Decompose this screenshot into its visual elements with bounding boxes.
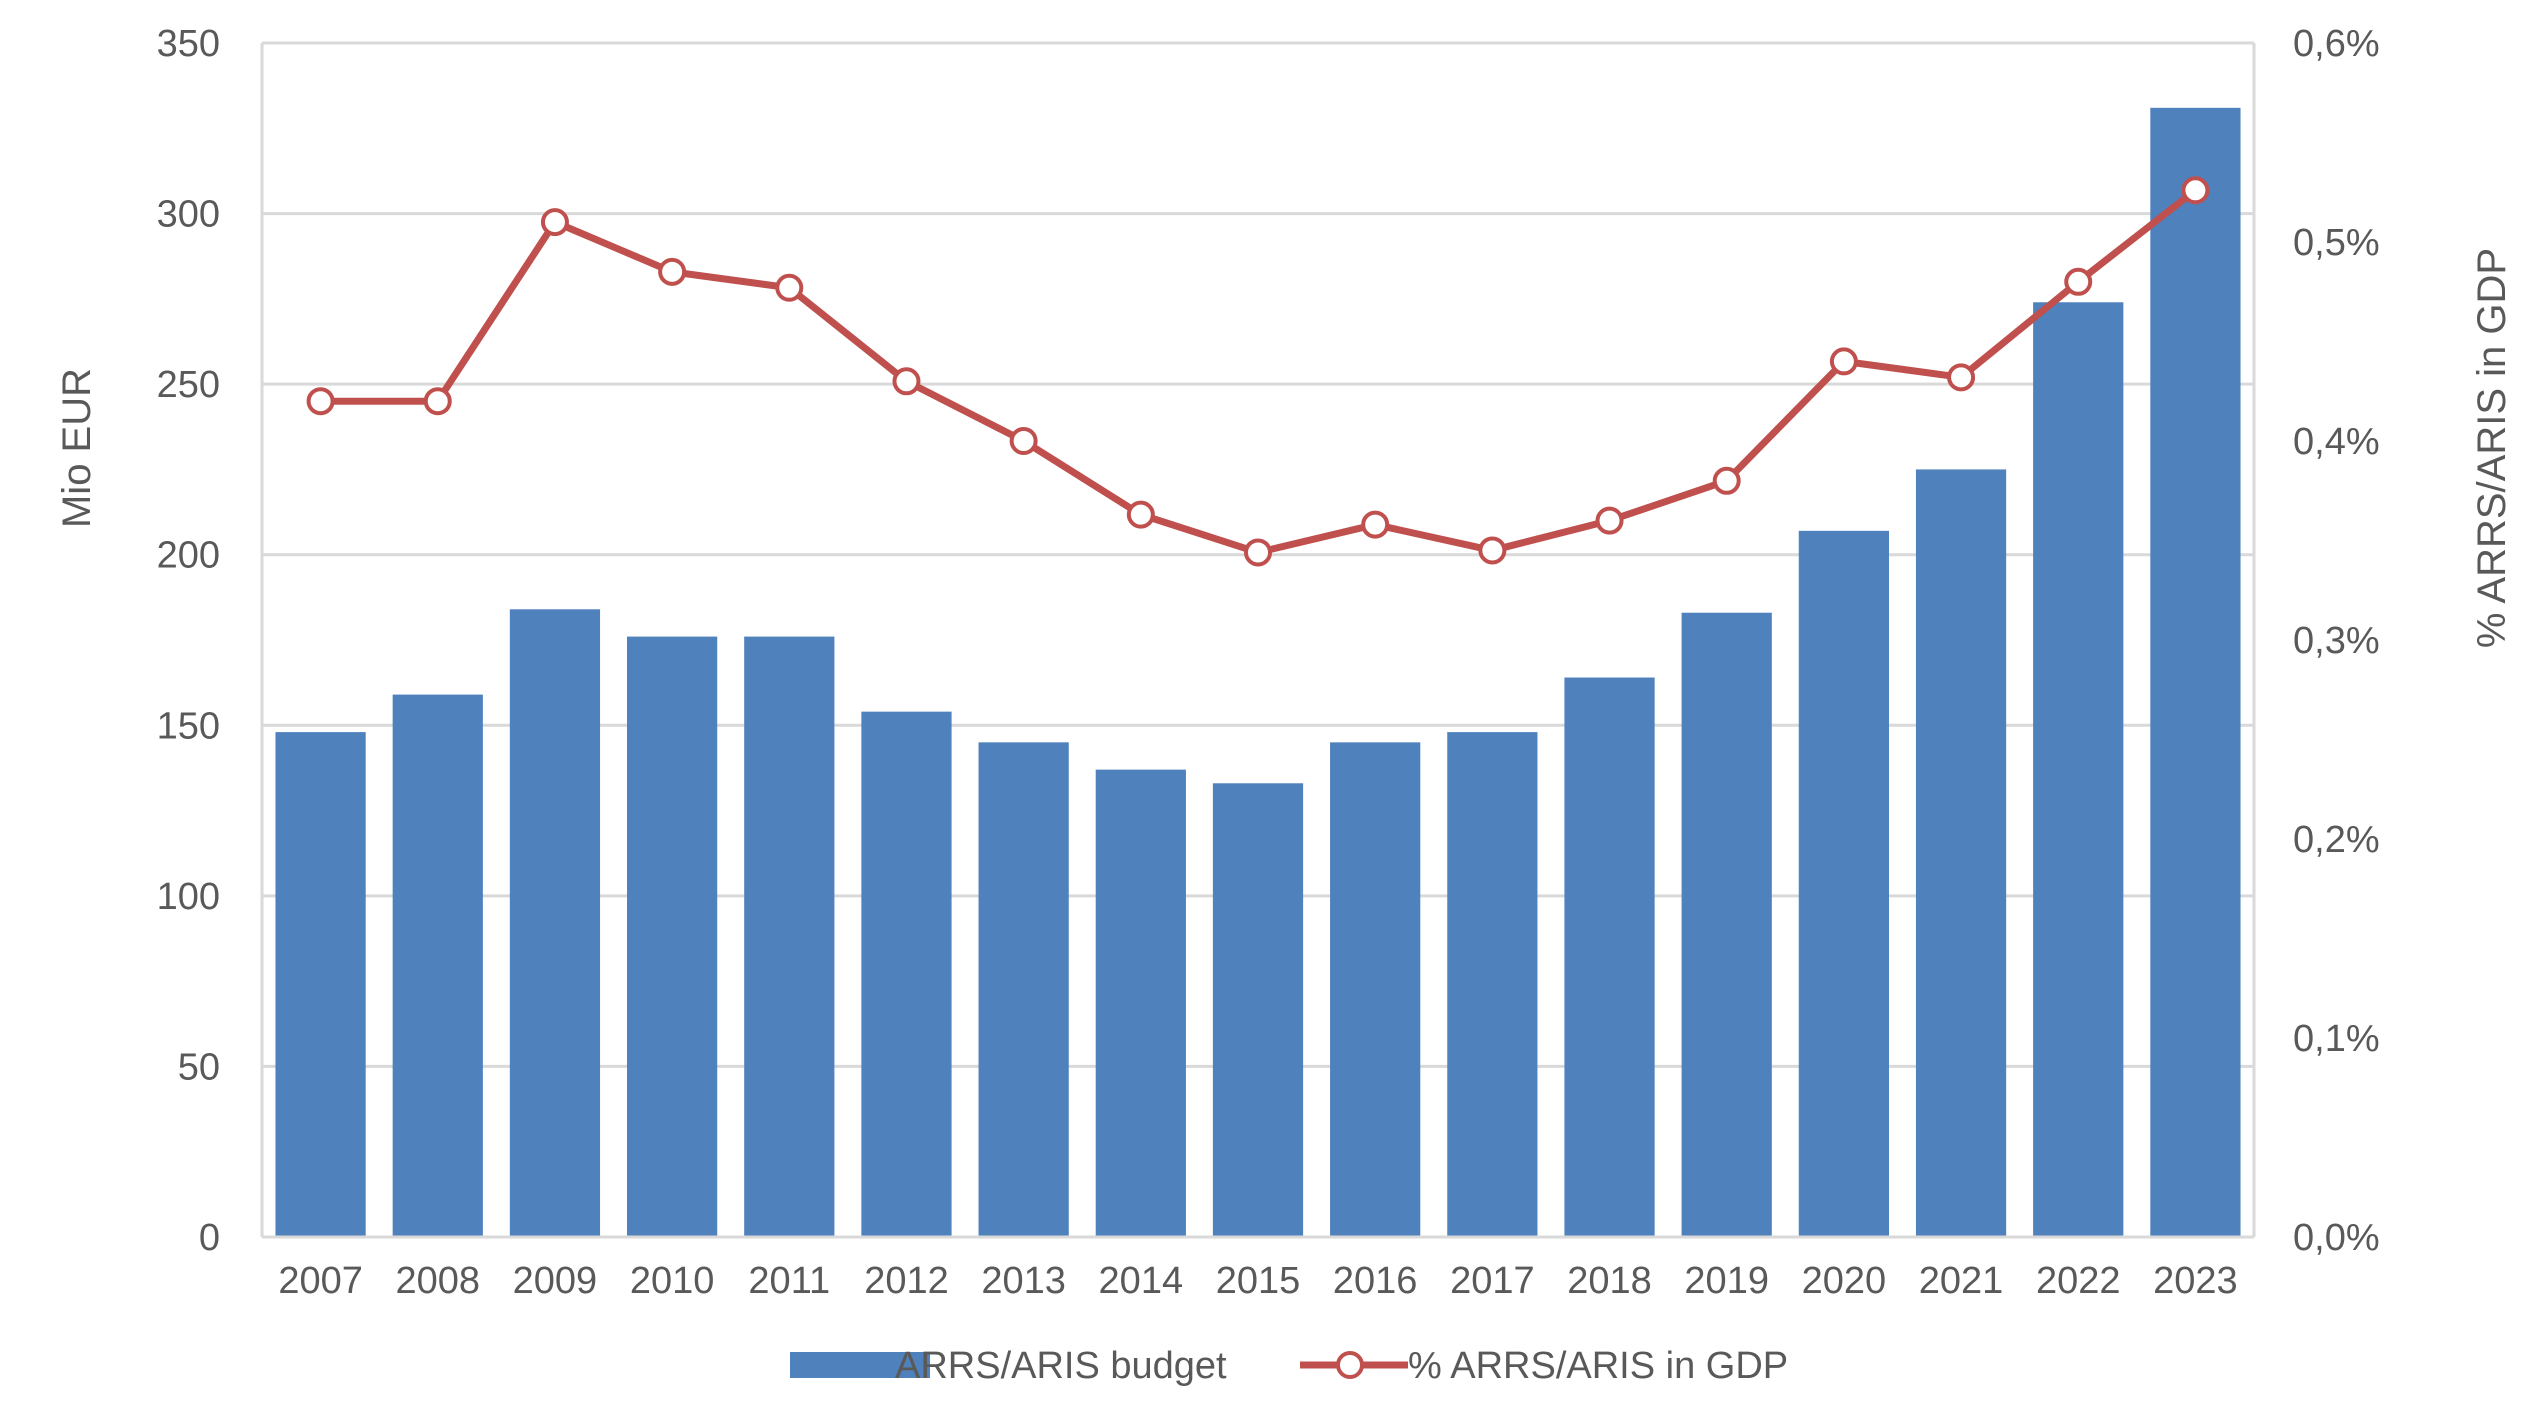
line-point xyxy=(658,257,687,286)
bar xyxy=(1095,769,1186,1237)
right-tick-label: 0,0% xyxy=(2293,1217,2380,1259)
bar xyxy=(1798,530,1889,1237)
legend-label-line: % ARRS/ARIS in GDP xyxy=(1408,1345,1788,1387)
left-tick-label: 200 xyxy=(157,535,220,577)
x-tick-label: 2014 xyxy=(1099,1260,1184,1302)
line-point xyxy=(1009,427,1038,455)
line-path xyxy=(320,187,2198,556)
line-point xyxy=(775,273,804,302)
right-tick-label: 0,1% xyxy=(2293,1018,2380,1060)
x-tick-label: 2021 xyxy=(1919,1260,2004,1302)
line-point xyxy=(1244,538,1272,567)
x-tick-label: 2020 xyxy=(1802,1260,1887,1302)
left-tick-label: 0 xyxy=(199,1217,220,1259)
left-tick-label: 300 xyxy=(157,194,220,236)
bar xyxy=(509,609,601,1237)
legend-swatch-marker xyxy=(1336,1351,1364,1379)
bar xyxy=(2033,302,2124,1238)
x-tick-label: 2013 xyxy=(981,1260,1066,1302)
x-tick-label: 2015 xyxy=(1216,1260,1301,1302)
bar xyxy=(744,636,835,1237)
x-tick-label: 2012 xyxy=(864,1260,949,1302)
line-point xyxy=(423,387,452,416)
x-tick-label: 2010 xyxy=(630,1260,715,1302)
x-tick-label: 2007 xyxy=(278,1260,363,1302)
left-axis-ticks: 0 50 100 150 200 250 300 350 xyxy=(157,23,220,1259)
bar xyxy=(1330,742,1421,1237)
bar xyxy=(392,694,483,1237)
left-tick-label: 250 xyxy=(157,364,220,406)
bar xyxy=(1212,783,1304,1237)
right-tick-label: 0,6% xyxy=(2293,23,2380,65)
line-point xyxy=(1361,510,1390,539)
bar xyxy=(627,636,718,1237)
left-tick-label: 50 xyxy=(178,1046,220,1088)
line-point xyxy=(1947,363,1976,392)
left-axis-title: Mio EUR xyxy=(55,368,99,528)
x-tick-label: 2022 xyxy=(2036,1260,2121,1302)
left-tick-label: 150 xyxy=(157,705,220,747)
line-point xyxy=(1712,466,1741,495)
bar xyxy=(1447,732,1538,1237)
line-point xyxy=(1595,506,1624,535)
line-point xyxy=(892,367,921,396)
line-point xyxy=(1829,347,1858,376)
left-tick-label: 100 xyxy=(157,876,220,918)
line-point xyxy=(1126,500,1155,529)
x-tick-label: 2023 xyxy=(2153,1260,2238,1302)
bar xyxy=(1915,469,2007,1237)
bar xyxy=(1564,677,1655,1237)
right-tick-label: 0,2% xyxy=(2293,819,2380,861)
right-tick-label: 0,3% xyxy=(2293,620,2380,662)
right-axis-title: % ARRS/ARIS in GDP xyxy=(2470,248,2514,648)
x-tick-label: 2018 xyxy=(1567,1260,1652,1302)
axes xyxy=(260,43,2256,1239)
legend-swatch-bar xyxy=(790,1352,930,1378)
x-tick-label: 2008 xyxy=(395,1260,480,1302)
x-axis-ticks: 2007 2008 2009 2010 2011 2012 2013 2014 2015 2016… xyxy=(278,1260,2237,1302)
x-tick-label: 2016 xyxy=(1333,1260,1418,1302)
bar xyxy=(275,732,366,1237)
left-tick-label: 350 xyxy=(157,23,220,65)
bar xyxy=(978,742,1069,1237)
right-axis-ticks: 0,0% 0,1% 0,2% 0,3% 0,4% 0,5% 0,6% xyxy=(2293,23,2380,1259)
line-point xyxy=(2064,267,2093,296)
x-tick-label: 2011 xyxy=(748,1260,830,1302)
line-point xyxy=(306,387,335,416)
line-series xyxy=(306,176,2210,567)
line-point xyxy=(2181,176,2210,205)
bar-series xyxy=(275,107,2241,1238)
line-point xyxy=(1478,536,1507,565)
line-point xyxy=(540,208,569,237)
bar xyxy=(861,711,952,1237)
bar xyxy=(2150,107,2241,1238)
right-tick-label: 0,5% xyxy=(2293,222,2380,264)
x-tick-label: 2017 xyxy=(1450,1260,1535,1302)
bar xyxy=(1681,612,1772,1237)
x-tick-label: 2009 xyxy=(513,1260,598,1302)
right-tick-label: 0,4% xyxy=(2293,421,2380,463)
legend-label-bar: ARRS/ARIS budget xyxy=(895,1345,1227,1387)
x-tick-label: 2019 xyxy=(1684,1260,1769,1302)
legend: ARRS/ARIS budget % ARRS/ARIS in GDP xyxy=(790,1345,1788,1387)
